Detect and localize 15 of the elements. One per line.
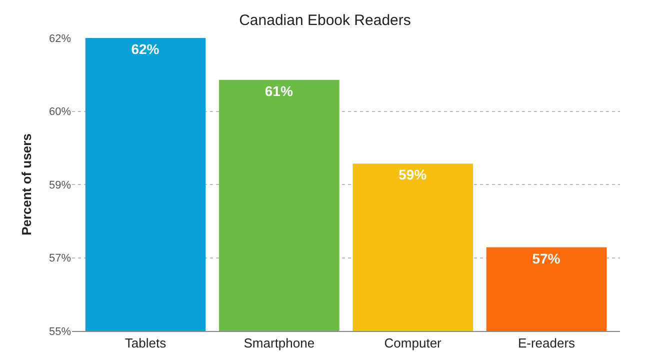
x-tick-label: Computer <box>384 336 442 351</box>
y-tick-label: 62% <box>48 32 72 45</box>
data-label: 57% <box>532 250 561 266</box>
y-tick-label: 60% <box>48 106 72 118</box>
y-tick-label: 55% <box>48 326 72 338</box>
data-label: 59% <box>398 166 428 183</box>
y-tick-label: 57% <box>48 252 72 265</box>
y-tick-label: 59% <box>48 179 72 192</box>
x-tick-label: Tablets <box>124 336 167 351</box>
data-label: 61% <box>264 82 294 99</box>
x-tick-label: Smartphone <box>244 336 315 351</box>
chart-title: Canadian Ebook Readers <box>239 12 411 29</box>
y-axis-title: Percent of users <box>18 134 34 236</box>
data-label: 62% <box>131 41 160 57</box>
x-tick-label: E-readers <box>518 336 576 351</box>
